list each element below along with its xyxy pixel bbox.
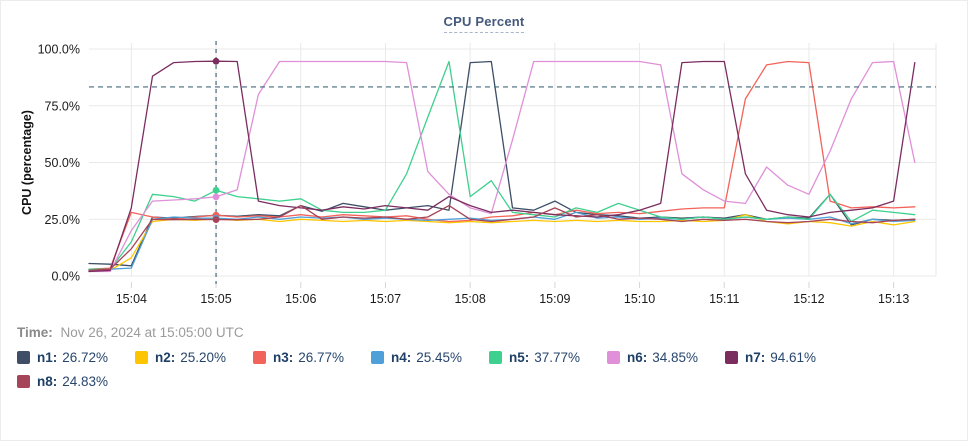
legend-item[interactable]: n4: 25.45% — [371, 350, 489, 365]
series-line-n4 — [88, 211, 916, 271]
legend-series-name: n2: — [155, 350, 176, 365]
x-tick-label: 15:09 — [539, 292, 570, 306]
legend-series-value: 37.77% — [534, 350, 581, 365]
legend-swatch — [17, 351, 30, 364]
series-line-n1 — [88, 60, 916, 267]
legend-swatch — [725, 351, 738, 364]
crosshair-dot-n5 — [212, 186, 220, 194]
legend-item[interactable]: n8: 24.83% — [17, 374, 135, 389]
x-tick-label: 15:12 — [793, 292, 824, 306]
chart-title-row: CPU Percent — [1, 13, 967, 35]
x-tick-label: 15:08 — [455, 292, 486, 306]
series-line-n5 — [88, 60, 916, 270]
x-tick-label: 15:10 — [624, 292, 655, 306]
legend-series-name: n4: — [391, 350, 412, 365]
legend-series-value: 25.20% — [180, 350, 227, 365]
legend-series-name: n3: — [273, 350, 294, 365]
legend-series-name: n1: — [37, 350, 58, 365]
time-row: Time: Nov 26, 2024 at 15:05:00 UTC — [17, 325, 967, 340]
legend-swatch — [135, 351, 148, 364]
x-tick-label: 15:07 — [370, 292, 401, 306]
legend-series-value: 94.61% — [770, 350, 817, 365]
time-value: Nov 26, 2024 at 15:05:00 UTC — [60, 325, 244, 340]
y-tick-label: 75.0% — [45, 99, 80, 113]
y-tick-label: 25.0% — [45, 213, 80, 227]
y-tick-label: 100.0% — [38, 43, 80, 57]
legend-item[interactable]: n1: 26.72% — [17, 350, 135, 365]
legend-series-name: n7: — [745, 350, 766, 365]
legend-series-value: 25.45% — [416, 350, 463, 365]
legend-series-name: n5: — [509, 350, 530, 365]
legend-item[interactable]: n7: 94.61% — [725, 350, 843, 365]
x-tick-label: 15:13 — [878, 292, 909, 306]
crosshair-dot-n7 — [212, 57, 220, 65]
x-tick-label: 15:06 — [285, 292, 316, 306]
x-tick-label: 15:11 — [709, 292, 739, 306]
legend-swatch — [607, 351, 620, 364]
legend-item[interactable]: n5: 37.77% — [489, 350, 607, 365]
series-line-n2 — [88, 214, 916, 273]
legend-swatch — [371, 351, 384, 364]
legend-series-name: n6: — [627, 350, 648, 365]
legend-swatch — [17, 375, 30, 388]
x-tick-label: 15:04 — [116, 292, 147, 306]
legend-item[interactable]: n6: 34.85% — [607, 350, 725, 365]
y-axis-title: CPU (percentage) — [20, 110, 34, 215]
series-line-n8 — [88, 204, 916, 271]
series-line-n3 — [88, 60, 916, 270]
legend-item[interactable]: n2: 25.20% — [135, 350, 253, 365]
chart-canvas[interactable]: 0.0% 25.0% 50.0% 75.0% 100.0% 15:04 15:05 15:06… — [1, 35, 968, 313]
chart-area: 0.0% 25.0% 50.0% 75.0% 100.0% 15:04 15:05 15:06… — [1, 35, 967, 313]
legend-series-value: 24.83% — [62, 374, 109, 389]
y-tick-label: 0.0% — [52, 270, 81, 284]
legend-series-value: 26.77% — [298, 350, 345, 365]
legend-swatch — [489, 351, 502, 364]
chart-title[interactable]: CPU Percent — [443, 14, 525, 33]
time-label: Time: — [17, 325, 53, 340]
legend-series-value: 34.85% — [652, 350, 699, 365]
crosshair-dot-n6 — [212, 193, 220, 201]
series-line-n6 — [88, 60, 916, 273]
series-line-n7 — [88, 60, 916, 273]
legend-swatch — [253, 351, 266, 364]
legend-item[interactable]: n3: 26.77% — [253, 350, 371, 365]
crosshair-dot-n8 — [212, 216, 220, 224]
y-tick-label: 50.0% — [45, 156, 80, 170]
legend-series-value: 26.72% — [62, 350, 109, 365]
legend: n1: 26.72% n2: 25.20% n3: 26.77% n4: 25.… — [17, 350, 951, 389]
legend-series-name: n8: — [37, 374, 58, 389]
x-tick-label: 15:05 — [200, 292, 231, 306]
